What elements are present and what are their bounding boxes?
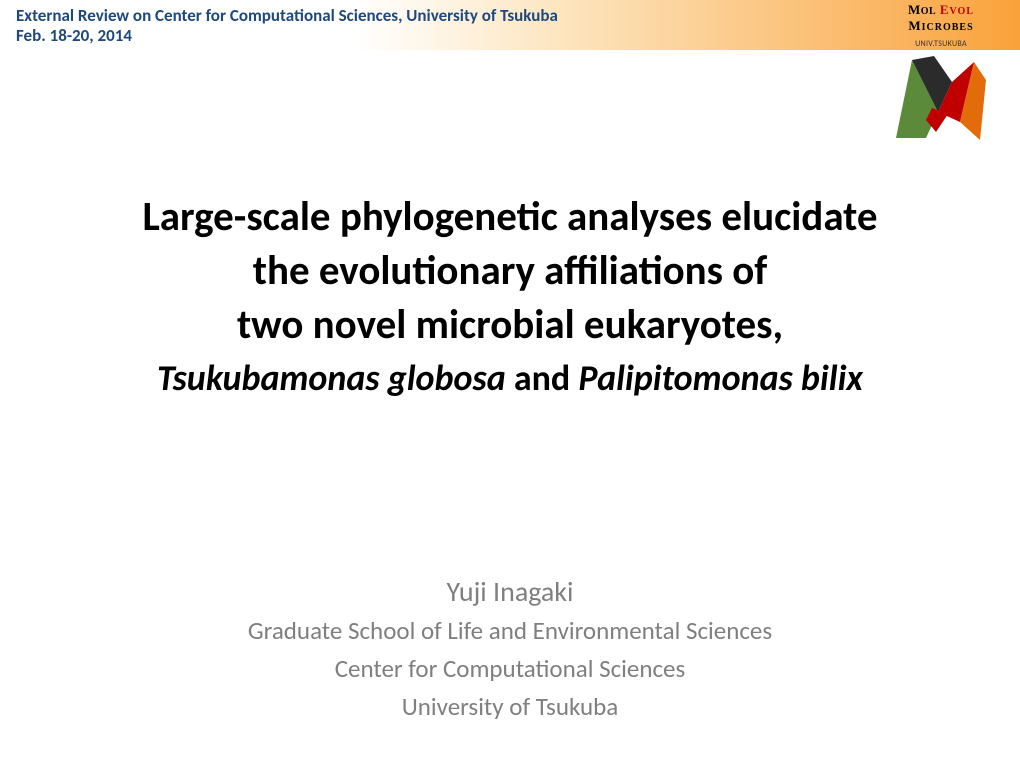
author-affil1: Graduate School of Life and Environmenta…	[0, 612, 1020, 650]
logo-word-evol-vol: VOL	[950, 6, 974, 17]
title-line2: the evolutionary affiliations of	[40, 244, 980, 298]
logo-word-microbes-m: M	[908, 18, 921, 33]
author-affil3: University of Tsukuba	[0, 688, 1020, 726]
lab-logo: MOL EVOL MICROBES UNIV.TSUKUBA	[876, 4, 1006, 140]
logo-text-line2: MICROBES	[876, 20, 1006, 34]
logo-text-line1: MOL EVOL	[876, 4, 1006, 18]
title-block: Large-scale phylogenetic analyses elucid…	[0, 190, 1020, 402]
logo-word-microbes-rest: ICROBES	[922, 22, 974, 33]
logo-word-mol-ol: OL	[921, 6, 936, 17]
author-affil2: Center for Computational Sciences	[0, 650, 1020, 688]
title-line1: Large-scale phylogenetic analyses elucid…	[40, 190, 980, 244]
logo-word-evol-e: E	[940, 2, 950, 17]
title-line3: two novel microbial eukaryotes,	[40, 298, 980, 352]
species2: Palipitomonas bilix	[578, 356, 863, 400]
logo-m-icon	[886, 52, 996, 148]
header-title: External Review on Center for Computatio…	[16, 6, 558, 26]
author-block: Yuji Inagaki Graduate School of Life and…	[0, 572, 1020, 726]
header-date: Feb. 18-20, 2014	[16, 26, 558, 46]
species1: Tsukubamonas globosa	[157, 356, 506, 400]
title-species-line: Tsukubamonas globosa and Palipitomonas b…	[40, 354, 980, 402]
logo-word-mol-m: M	[908, 2, 921, 17]
title-and: and	[506, 356, 579, 400]
header-text: External Review on Center for Computatio…	[16, 6, 558, 46]
header-band: External Review on Center for Computatio…	[0, 0, 1020, 50]
logo-subline: UNIV.TSUKUBA	[876, 36, 1006, 50]
author-name: Yuji Inagaki	[0, 572, 1020, 612]
